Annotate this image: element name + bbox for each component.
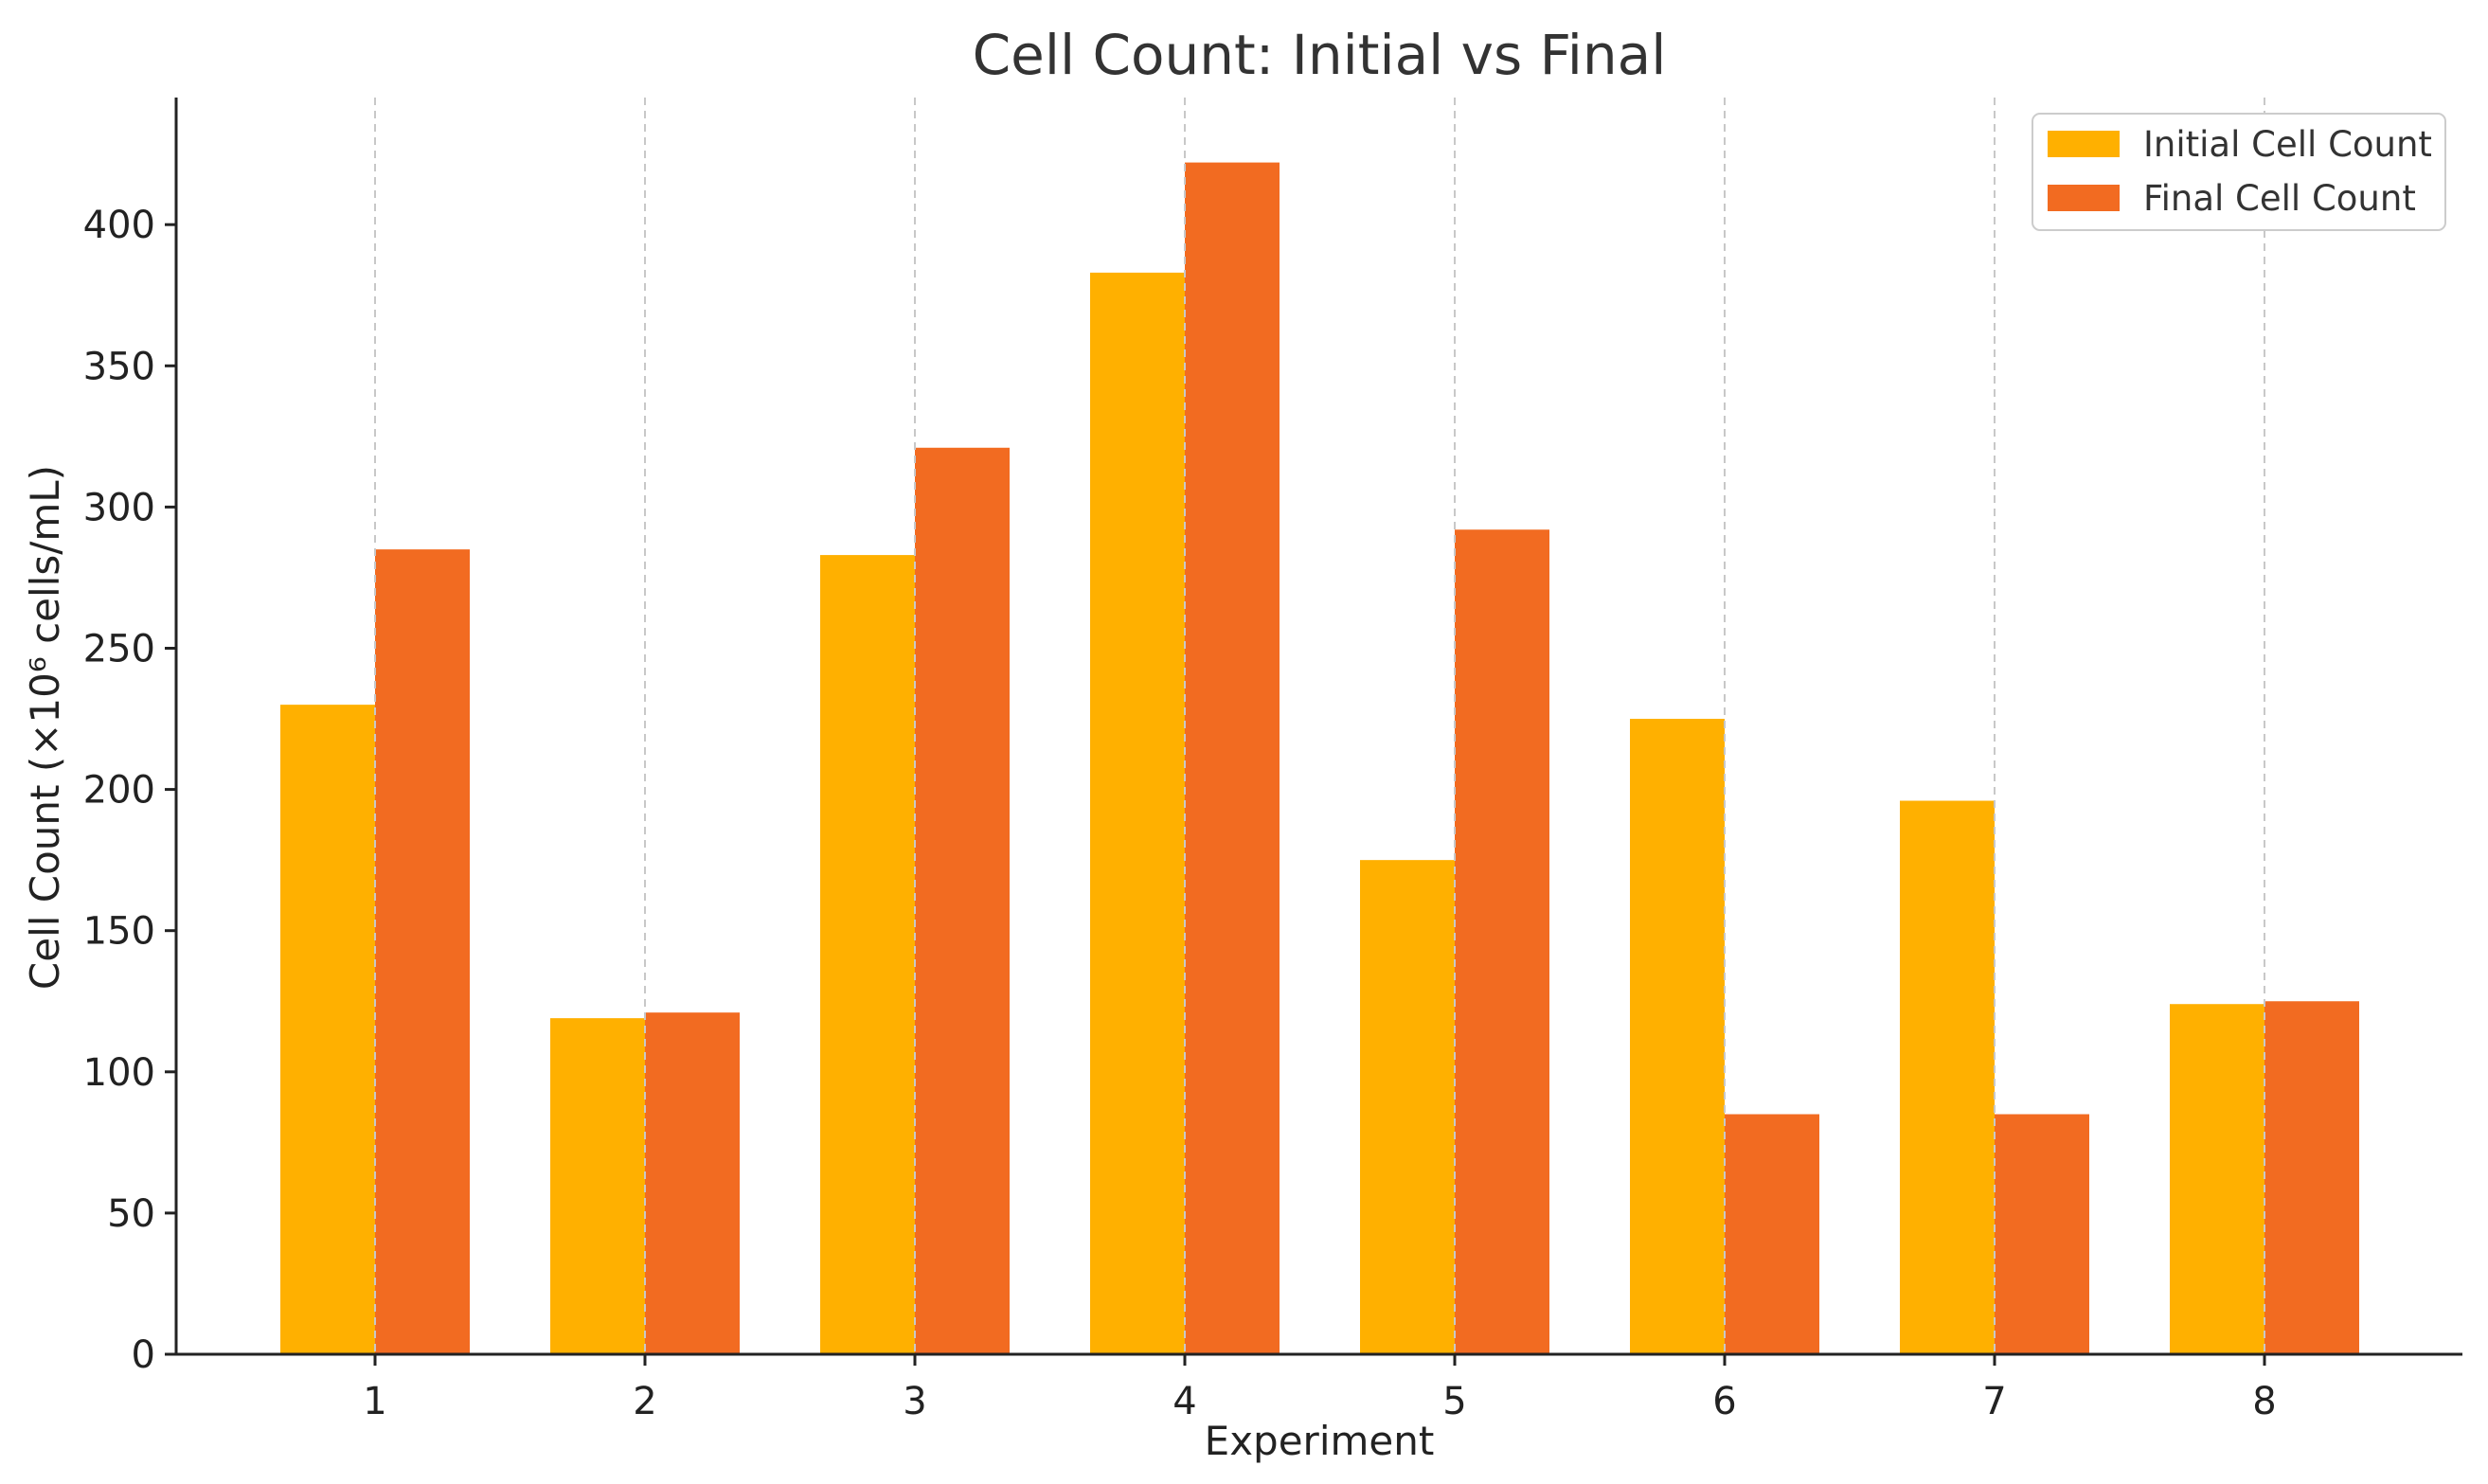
y-tick-label: 100 bbox=[83, 1051, 155, 1095]
y-tick-label: 250 bbox=[83, 627, 155, 670]
y-tick-label: 150 bbox=[83, 910, 155, 954]
x-axis-label: Experiment bbox=[1205, 1418, 1435, 1464]
bars-layer bbox=[280, 162, 2359, 1355]
chart-title: Cell Count: Initial vs Final bbox=[973, 23, 1667, 87]
y-tick-label: 300 bbox=[83, 486, 155, 529]
grid-layer bbox=[374, 98, 2265, 1354]
bar-final-5 bbox=[1455, 529, 1549, 1354]
y-tick-label: 50 bbox=[107, 1192, 155, 1236]
axes-layer bbox=[174, 98, 2462, 1356]
y-tick-label: 0 bbox=[132, 1333, 155, 1377]
bar-final-7 bbox=[1995, 1114, 2089, 1354]
x-tick-label: 5 bbox=[1442, 1380, 1466, 1423]
y-axis-label: Cell Count (×10⁶ cells/mL) bbox=[22, 465, 68, 990]
y-tick-label: 400 bbox=[83, 204, 155, 247]
bar-final-8 bbox=[2264, 1001, 2359, 1354]
bar-final-2 bbox=[645, 1012, 740, 1354]
legend-frame bbox=[2032, 113, 2446, 231]
legend-swatch-final bbox=[2048, 185, 2120, 211]
bar-initial-6 bbox=[1630, 719, 1725, 1354]
bar-initial-3 bbox=[820, 555, 915, 1354]
x-tick-label: 1 bbox=[363, 1380, 386, 1423]
bar-final-1 bbox=[375, 549, 470, 1354]
bar-final-6 bbox=[1725, 1114, 1819, 1354]
bar-initial-8 bbox=[2170, 1004, 2264, 1354]
bar-initial-1 bbox=[280, 705, 375, 1354]
bar-final-3 bbox=[915, 447, 1010, 1355]
x-tick-label: 4 bbox=[1172, 1380, 1196, 1423]
ticks-layer: 0 50 100 150 200 250 300 350 400 1 2 3 4 5 6 7 8 bbox=[83, 204, 2277, 1423]
bar-initial-2 bbox=[550, 1018, 645, 1354]
bar-initial-4 bbox=[1090, 272, 1185, 1355]
x-tick-label: 2 bbox=[633, 1380, 656, 1423]
legend-label-initial: Initial Cell Count bbox=[2143, 124, 2432, 165]
bar-initial-5 bbox=[1360, 860, 1455, 1354]
x-tick-label: 8 bbox=[2252, 1380, 2276, 1423]
x-tick-label: 3 bbox=[903, 1380, 926, 1423]
bar-initial-7 bbox=[1900, 800, 1995, 1354]
x-tick-label: 6 bbox=[1712, 1380, 1736, 1423]
legend-swatch-initial bbox=[2048, 131, 2120, 157]
y-tick-label: 200 bbox=[83, 769, 155, 813]
legend-label-final: Final Cell Count bbox=[2143, 178, 2416, 219]
legend: Initial Cell Count Final Cell Count bbox=[2032, 113, 2446, 231]
y-tick-label: 350 bbox=[83, 345, 155, 388]
x-tick-label: 7 bbox=[1982, 1380, 2006, 1423]
bar-final-4 bbox=[1185, 162, 1280, 1354]
